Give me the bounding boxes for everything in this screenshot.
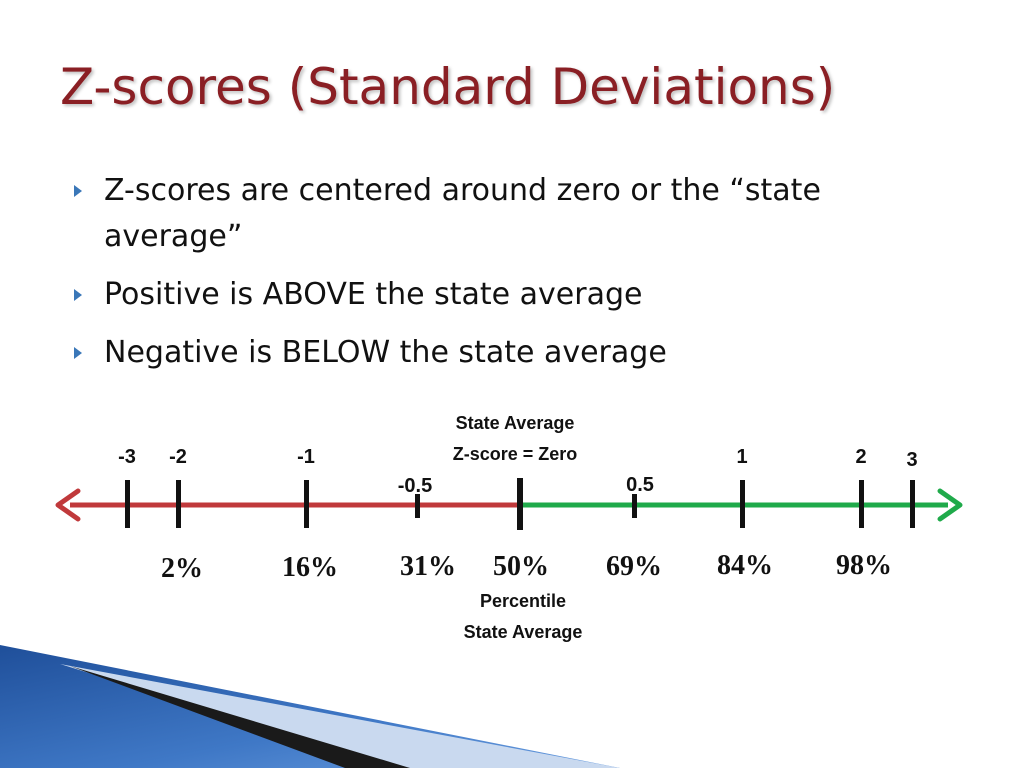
zscore-label: -1 (297, 446, 315, 468)
percentile-label: 98% (836, 550, 892, 581)
zscore-label: 2 (855, 446, 866, 468)
triangle-bullet-icon (74, 347, 82, 359)
bullet-text: Negative is BELOW the state average (104, 335, 667, 370)
zscore-label: 3 (906, 449, 917, 471)
percentile-label: 50% (493, 551, 549, 582)
percentile-label: 69% (606, 551, 662, 582)
zscore-label: 0.5 (626, 474, 654, 496)
percentile-state-average-caption: State Average (464, 622, 583, 642)
percentile-label: 2% (161, 553, 203, 584)
tick-mark (632, 494, 637, 518)
tick-mark (740, 480, 745, 528)
right-arrow-icon (937, 488, 963, 522)
percentile-label: 31% (400, 551, 456, 582)
tick-mark (415, 494, 420, 518)
slide-title: Z-scores (Standard Deviations) (60, 58, 836, 116)
tick-mark (517, 478, 523, 530)
zscore-label: -0.5 (398, 475, 432, 497)
zscore-zero-caption: Z-score = Zero (453, 444, 578, 464)
tick-mark (859, 480, 864, 528)
bullet-item: Negative is BELOW the state average (72, 330, 932, 376)
left-arrow-icon (55, 488, 81, 522)
number-line (55, 488, 963, 522)
tick-mark (176, 480, 181, 528)
zscore-label: -2 (169, 446, 187, 468)
bullet-text: Positive is ABOVE the state average (104, 277, 643, 312)
percentile-caption: Percentile (480, 591, 566, 611)
bullet-list: Z-scores are centered around zero or the… (72, 168, 932, 388)
zscore-label: 1 (736, 446, 747, 468)
percentile-labels: 2% 16% 31% 50% 69% 84% 98% (161, 550, 892, 584)
bullet-item: Z-scores are centered around zero or the… (72, 168, 932, 260)
tick-mark (910, 480, 915, 528)
zscore-labels: -3 -2 -1 -0.5 0.5 1 2 3 (118, 446, 917, 497)
bullet-item: Positive is ABOVE the state average (72, 272, 932, 318)
tick-mark (304, 480, 309, 528)
state-average-caption: State Average (456, 413, 575, 433)
percentile-label: 16% (282, 552, 338, 583)
tick-marks (125, 478, 915, 530)
triangle-bullet-icon (74, 289, 82, 301)
zscore-label: -3 (118, 446, 136, 468)
bullet-text: Z-scores are centered around zero or the… (104, 173, 821, 254)
percentile-label: 84% (717, 550, 773, 581)
corner-decoration (0, 645, 620, 768)
triangle-bullet-icon (74, 185, 82, 197)
tick-mark (125, 480, 130, 528)
